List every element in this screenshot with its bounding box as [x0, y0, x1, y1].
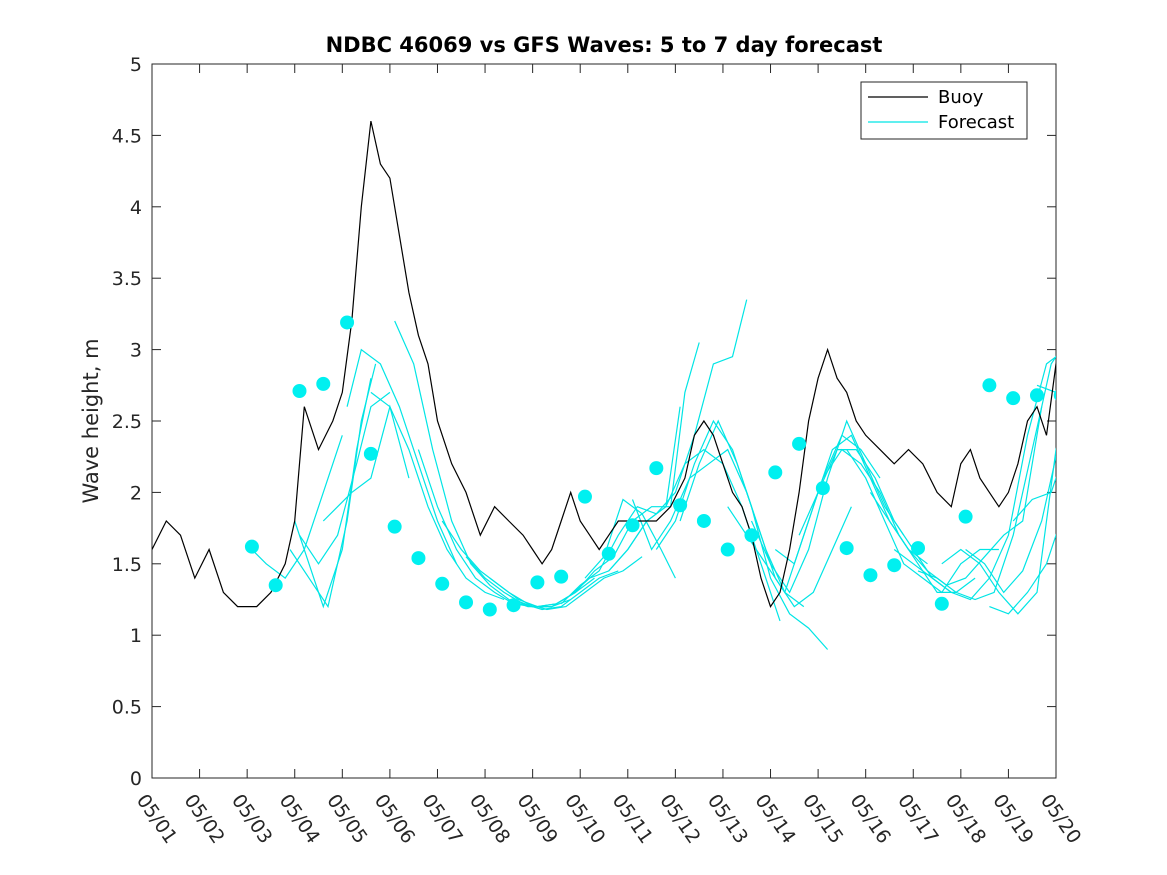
forecast-marker	[601, 546, 616, 561]
forecast-marker	[1006, 391, 1021, 406]
forecast-line	[489, 556, 643, 611]
forecast-line	[679, 419, 852, 608]
forecast-marker	[268, 578, 283, 593]
forecast-marker	[696, 513, 711, 528]
y-tick-label: 4.5	[112, 125, 142, 147]
forecast-marker	[982, 378, 997, 393]
y-tick-label: 5	[130, 54, 142, 76]
forecast-marker	[411, 551, 426, 566]
forecast-line	[370, 391, 505, 601]
forecast-line	[1036, 384, 1056, 394]
legend-box	[860, 81, 1028, 140]
y-tick-label: 0	[130, 768, 142, 790]
forecast-line	[1012, 476, 1056, 522]
forecast-line	[846, 449, 999, 594]
forecast-marker	[577, 489, 592, 504]
forecast-marker	[316, 376, 331, 391]
forecast-marker	[768, 465, 783, 480]
forecast-line	[346, 348, 458, 565]
legend-label: Buoy	[938, 87, 984, 108]
forecast-marker	[1029, 388, 1044, 403]
forecast-marker	[459, 595, 474, 610]
forecast-marker	[720, 542, 735, 557]
legend-label: Forecast	[938, 112, 1014, 133]
y-tick-label: 1	[130, 625, 142, 647]
forecast-marker	[649, 461, 664, 476]
chart-title: NDBC 46069 vs GFS Waves: 5 to 7 day fore…	[326, 33, 883, 57]
forecast-line	[941, 447, 1056, 615]
forecast-marker	[911, 541, 926, 556]
forecast-line	[869, 406, 1043, 586]
forecast-marker	[839, 541, 854, 556]
y-tick-label: 0.5	[112, 697, 142, 719]
forecast-marker	[887, 558, 902, 573]
forecast-marker	[435, 576, 450, 591]
forecast-marker	[934, 596, 949, 611]
forecast-line	[394, 320, 547, 608]
forecast-line	[465, 556, 619, 611]
forecast-marker	[1053, 390, 1056, 401]
forecast-line	[917, 355, 1056, 601]
forecast-marker	[387, 519, 402, 534]
y-tick-label: 4	[130, 197, 142, 219]
y-axis-label: Wave height, m	[79, 338, 103, 503]
y-tick-label: 3.5	[112, 268, 142, 290]
forecast-marker	[792, 436, 807, 451]
forecast-line	[537, 342, 700, 608]
forecast-marker	[363, 446, 378, 461]
y-tick-label: 2.5	[112, 411, 142, 433]
forecast-line	[299, 391, 391, 565]
forecast-marker	[744, 528, 759, 543]
y-tick-label: 3	[130, 340, 142, 362]
forecast-marker	[958, 509, 973, 524]
forecast-marker	[340, 315, 355, 330]
forecast-marker	[863, 568, 878, 583]
forecast-marker	[815, 481, 830, 496]
forecast-marker	[506, 598, 521, 613]
legend: Buoy Forecast	[860, 81, 1028, 140]
forecast-line	[584, 498, 676, 579]
forecast-marker	[530, 575, 545, 590]
forecast-line	[989, 533, 1056, 615]
forecast-marker	[625, 518, 640, 533]
forecast-marker	[244, 539, 259, 554]
y-tick-label: 1.5	[112, 554, 142, 576]
forecast-line	[750, 419, 905, 594]
forecast-line	[251, 435, 343, 579]
forecast-marker	[673, 498, 688, 513]
forecast-line	[965, 454, 1056, 594]
forecast-marker	[554, 569, 569, 584]
plot-content	[152, 120, 1056, 650]
forecast-marker	[292, 384, 307, 399]
y-tick-label: 2	[130, 482, 142, 504]
forecast-marker	[482, 602, 497, 617]
forecast-line	[322, 404, 410, 522]
forecast-line	[289, 363, 377, 609]
